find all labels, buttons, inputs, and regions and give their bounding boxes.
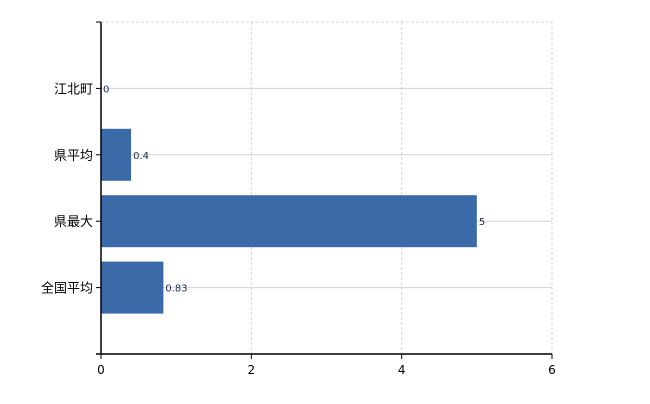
data-label: 0.83: [165, 284, 187, 295]
bar: [101, 195, 477, 248]
data-label: 5: [479, 217, 485, 228]
data-label: 0.4: [133, 151, 149, 162]
bar: [101, 261, 164, 314]
y-tick-label: 全国平均: [41, 281, 93, 297]
y-tick-label: 県平均: [54, 149, 93, 164]
x-tick-label: 4: [398, 363, 406, 377]
x-tick-label: 0: [97, 363, 105, 377]
y-tick-label: 江北町: [54, 82, 93, 97]
x-tick-label: 6: [548, 363, 556, 377]
x-tick-label: 2: [248, 363, 256, 377]
data-label: 0: [103, 84, 109, 95]
bar: [101, 128, 132, 181]
y-tick-label: 県最大: [54, 215, 93, 230]
